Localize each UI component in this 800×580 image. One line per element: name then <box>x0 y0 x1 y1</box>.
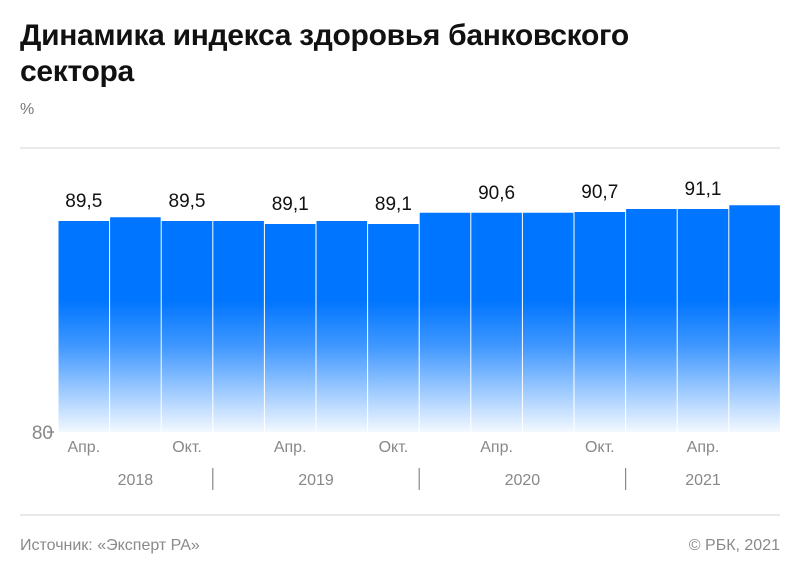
chart-title: Динамика индекса здоровья банковского се… <box>20 19 629 88</box>
data-label: 89,5 <box>65 191 102 212</box>
data-label: 89,1 <box>272 194 309 215</box>
bar <box>161 221 213 432</box>
year-label: 2018 <box>118 472 154 489</box>
bar <box>419 212 471 432</box>
data-label: 90,7 <box>581 182 618 203</box>
bar <box>522 212 574 432</box>
year-label: 2019 <box>298 472 334 489</box>
year-label: 2020 <box>505 472 541 489</box>
bar <box>626 209 677 432</box>
bar <box>368 224 419 432</box>
bar <box>471 212 522 432</box>
bar <box>58 221 110 432</box>
y-tick-label: 80 <box>32 423 53 444</box>
x-tick-label: Окт. <box>172 439 202 456</box>
unit-label: % <box>20 101 35 118</box>
x-tick-label: Окт. <box>379 439 409 456</box>
x-tick-label: Апр. <box>274 439 307 456</box>
x-tick-label: Апр. <box>67 439 100 456</box>
bar <box>264 224 316 432</box>
data-label: 91,1 <box>685 179 722 200</box>
data-label: 89,5 <box>169 191 206 212</box>
bar <box>110 217 161 432</box>
data-label: 89,1 <box>375 194 412 215</box>
bar <box>213 221 264 432</box>
year-label: 2021 <box>685 472 721 489</box>
data-label: 90,6 <box>478 183 515 204</box>
bar <box>574 212 626 432</box>
bar <box>677 209 729 432</box>
bar <box>316 221 368 432</box>
x-tick-label: Окт. <box>585 439 615 456</box>
source-text: Источник: «Эксперт РА» <box>20 537 200 554</box>
x-tick-label: Апр. <box>480 439 513 456</box>
copyright-text: © РБК, 2021 <box>688 537 780 554</box>
x-tick-label: Апр. <box>687 439 720 456</box>
bar <box>729 205 780 432</box>
